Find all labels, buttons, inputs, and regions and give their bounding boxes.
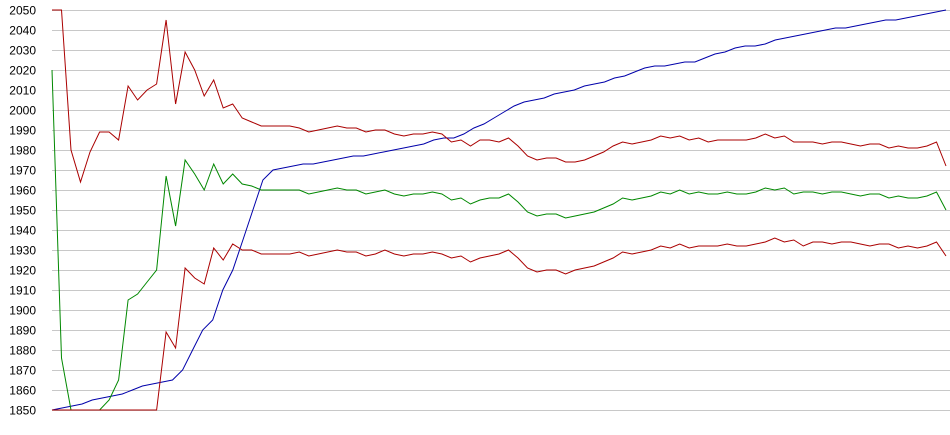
series-lines [51, 9, 947, 411]
series-line-2 [52, 9, 947, 184]
y-tick-label: 1900 [9, 304, 36, 318]
y-tick-label: 1960 [9, 184, 36, 198]
y-tick-label: 2030 [9, 44, 36, 58]
y-tick-label: 1850 [9, 404, 36, 418]
y-tick-label: 1990 [9, 124, 36, 138]
y-tick-label: 1860 [9, 384, 36, 398]
series-line-4 [52, 237, 947, 411]
y-axis-tick-labels: 1850 1860 1870 1880 1890 1900 1910 1920 1930 1940… [9, 4, 36, 418]
y-tick-label: 1920 [9, 264, 36, 278]
y-tick-label: 2050 [9, 4, 36, 18]
y-tick-label: 1950 [9, 204, 36, 218]
y-tick-label: 1940 [9, 224, 36, 238]
y-tick-label: 1890 [9, 324, 36, 338]
y-tick-label: 1910 [9, 284, 36, 298]
y-tick-label: 2020 [9, 64, 36, 78]
series-line-3 [51, 69, 947, 411]
gridlines [52, 10, 950, 411]
y-tick-label: 1980 [9, 144, 36, 158]
series-line-1 [51, 9, 947, 411]
y-tick-label: 1870 [9, 364, 36, 378]
y-tick-label: 1930 [9, 244, 36, 258]
y-tick-label: 1970 [9, 164, 36, 178]
y-tick-label: 2010 [9, 84, 36, 98]
y-tick-label: 2040 [9, 24, 36, 38]
y-tick-label: 1880 [9, 344, 36, 358]
y-tick-label: 2000 [9, 104, 36, 118]
